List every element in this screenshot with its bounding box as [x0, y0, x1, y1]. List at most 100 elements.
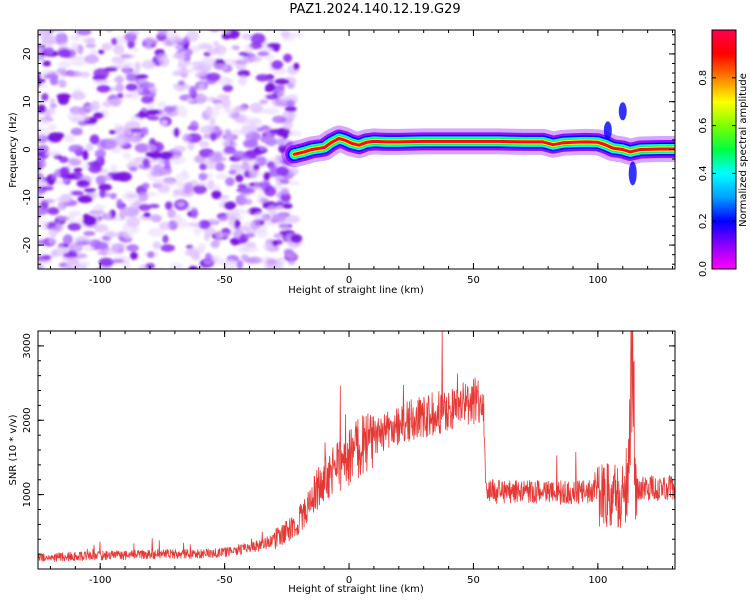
spectrogram-noise-blob	[77, 44, 84, 55]
spectrogram-noise-blob	[145, 109, 160, 116]
spectrogram-noise-blob	[166, 30, 181, 41]
spectrogram-noise-blob	[215, 162, 225, 172]
spectrogram-noise-blob	[271, 240, 279, 247]
spectrogram-noise-blob	[150, 170, 167, 177]
spectrogram-noise-blob	[98, 183, 112, 191]
spectrogram-noise-blob	[205, 158, 217, 170]
colorbar-gradient	[712, 30, 736, 269]
spectrogram-noise-blob	[223, 148, 237, 153]
spectrogram-noise-blob	[98, 257, 114, 267]
spectrogram-noise-blob	[56, 201, 65, 211]
spectrogram-noise-blob	[237, 183, 247, 189]
spectrogram-noise-blob	[288, 32, 304, 38]
spectrogram-noise-blob	[129, 166, 138, 172]
spectrogram-noise-blob	[57, 30, 65, 35]
spectrogram-noise-blob	[192, 61, 203, 67]
snr-x-tick-label: 100	[588, 575, 607, 586]
spectrogram-noise-blob	[183, 185, 193, 195]
spectrogram-noise-blob	[280, 192, 291, 203]
spectrogram-noise-blob	[93, 79, 110, 84]
spectrogram-noise-blob	[157, 30, 168, 36]
spectrogram-noise-blob	[250, 219, 261, 230]
spectrogram-noise-blob	[273, 24, 287, 30]
spectrogram-noise-blob	[242, 209, 251, 215]
spectrogram-noise-blob	[223, 201, 237, 210]
spectrogram-noise-blob	[248, 270, 263, 276]
spectrogram-noise-blob	[246, 241, 256, 248]
spectrogram-x-axis-label: Height of straight line (km)	[288, 285, 424, 296]
spectrogram-noise-blob	[192, 184, 207, 195]
snr-background	[38, 331, 675, 569]
spectrogram-noise-blob	[167, 208, 176, 219]
spectrogram-noise-blob	[234, 105, 241, 113]
spectrogram-noise-blob	[278, 256, 286, 268]
spectrogram-noise-blob	[174, 44, 184, 50]
spectrogram-noise-blob	[104, 231, 118, 238]
spectrogram-noise-blob	[124, 93, 133, 98]
spectrogram-noise-blob	[169, 262, 184, 269]
spectrogram-noise-blob	[134, 61, 141, 72]
spectrogram-noise-blob	[105, 210, 112, 220]
spectrogram-noise-blob	[85, 43, 97, 49]
spectrogram-noise-blob	[45, 150, 61, 157]
spectrogram-noise-blob	[211, 190, 222, 200]
spectrogram-noise-blob	[242, 138, 259, 149]
spectrogram-noise-blob	[111, 37, 118, 46]
snr-x-tick-label: -100	[89, 575, 112, 586]
spectrogram-noise-blob	[93, 68, 110, 79]
spectrogram-noise-blob	[147, 251, 155, 259]
spectrogram-noise-blob	[120, 207, 131, 218]
spectrogram-noise-blob	[244, 44, 253, 54]
spectrogram-noise-blob	[273, 233, 284, 239]
spectrogram-noise-blob	[163, 105, 175, 113]
spectrogram-noise-blob	[85, 38, 96, 44]
spectrogram-noise-blob	[80, 264, 87, 269]
spectrogram-noise-blob	[110, 164, 118, 173]
spectrogram-noise-blob	[207, 217, 218, 225]
spectrogram-noise-blob	[293, 62, 300, 71]
spectrogram-noise-blob	[64, 174, 76, 180]
spectrogram-noise-blob	[288, 130, 302, 137]
snr-y-tick-label: 3000	[22, 333, 33, 358]
spectrogram-noise-blob	[122, 191, 139, 201]
spectrogram-noise-blob	[70, 91, 86, 101]
spectrogram-noise-blob	[138, 204, 151, 211]
spectrogram-noise-layer	[38, 24, 304, 276]
spectrogram-noise-blob	[67, 222, 82, 231]
spectrogram-noise-blob	[272, 115, 287, 124]
spectrogram-noise-blob	[96, 266, 110, 269]
spectrogram-noise-blob	[98, 175, 113, 181]
spectrogram-noise-blob	[180, 60, 191, 65]
spectrogram-noise-blob	[77, 180, 88, 186]
spectrogram-noise-blob	[193, 225, 202, 236]
spectrogram-noise-blob	[97, 49, 105, 55]
spectrogram-noise-blob	[38, 179, 45, 185]
spectrogram-noise-blob	[129, 135, 142, 143]
spectrogram-noise-blob	[231, 129, 246, 136]
spectrogram-noise-blob	[38, 91, 41, 98]
spectrogram-noise-blob	[69, 243, 83, 253]
spectrogram-noise-blob	[38, 239, 50, 245]
spectrogram-noise-blob	[288, 181, 300, 186]
spectrogram-noise-blob	[108, 98, 124, 104]
spectrogram-noise-blob	[135, 74, 149, 79]
spectrogram-noise-blob	[152, 241, 162, 250]
snr-y-tick-label: 2000	[22, 408, 33, 433]
spectrogram-noise-blob	[227, 113, 235, 119]
spectrogram-noise-blob	[139, 264, 147, 269]
spectrogram-noise-blob	[285, 253, 298, 260]
spectrogram-noise-blob	[205, 172, 214, 179]
spectrogram-y-tick-label: 20	[22, 48, 33, 61]
spectrogram-noise-blob	[263, 185, 277, 197]
spectrogram-noise-blob	[42, 60, 51, 67]
spectrogram-noise-blob	[210, 240, 220, 249]
spectrogram-noise-blob	[56, 244, 67, 255]
spectrogram-noise-blob	[148, 227, 164, 237]
spectrogram-noise-blob	[83, 231, 96, 236]
spectrogram-noise-blob	[38, 83, 48, 88]
spectrogram-noise-blob	[277, 221, 290, 232]
spectrogram-noise-blob	[89, 48, 98, 57]
spectrogram-noise-blob	[269, 163, 277, 174]
spectrogram-noise-blob	[198, 43, 213, 50]
spectrogram-noise-blob	[284, 106, 297, 112]
